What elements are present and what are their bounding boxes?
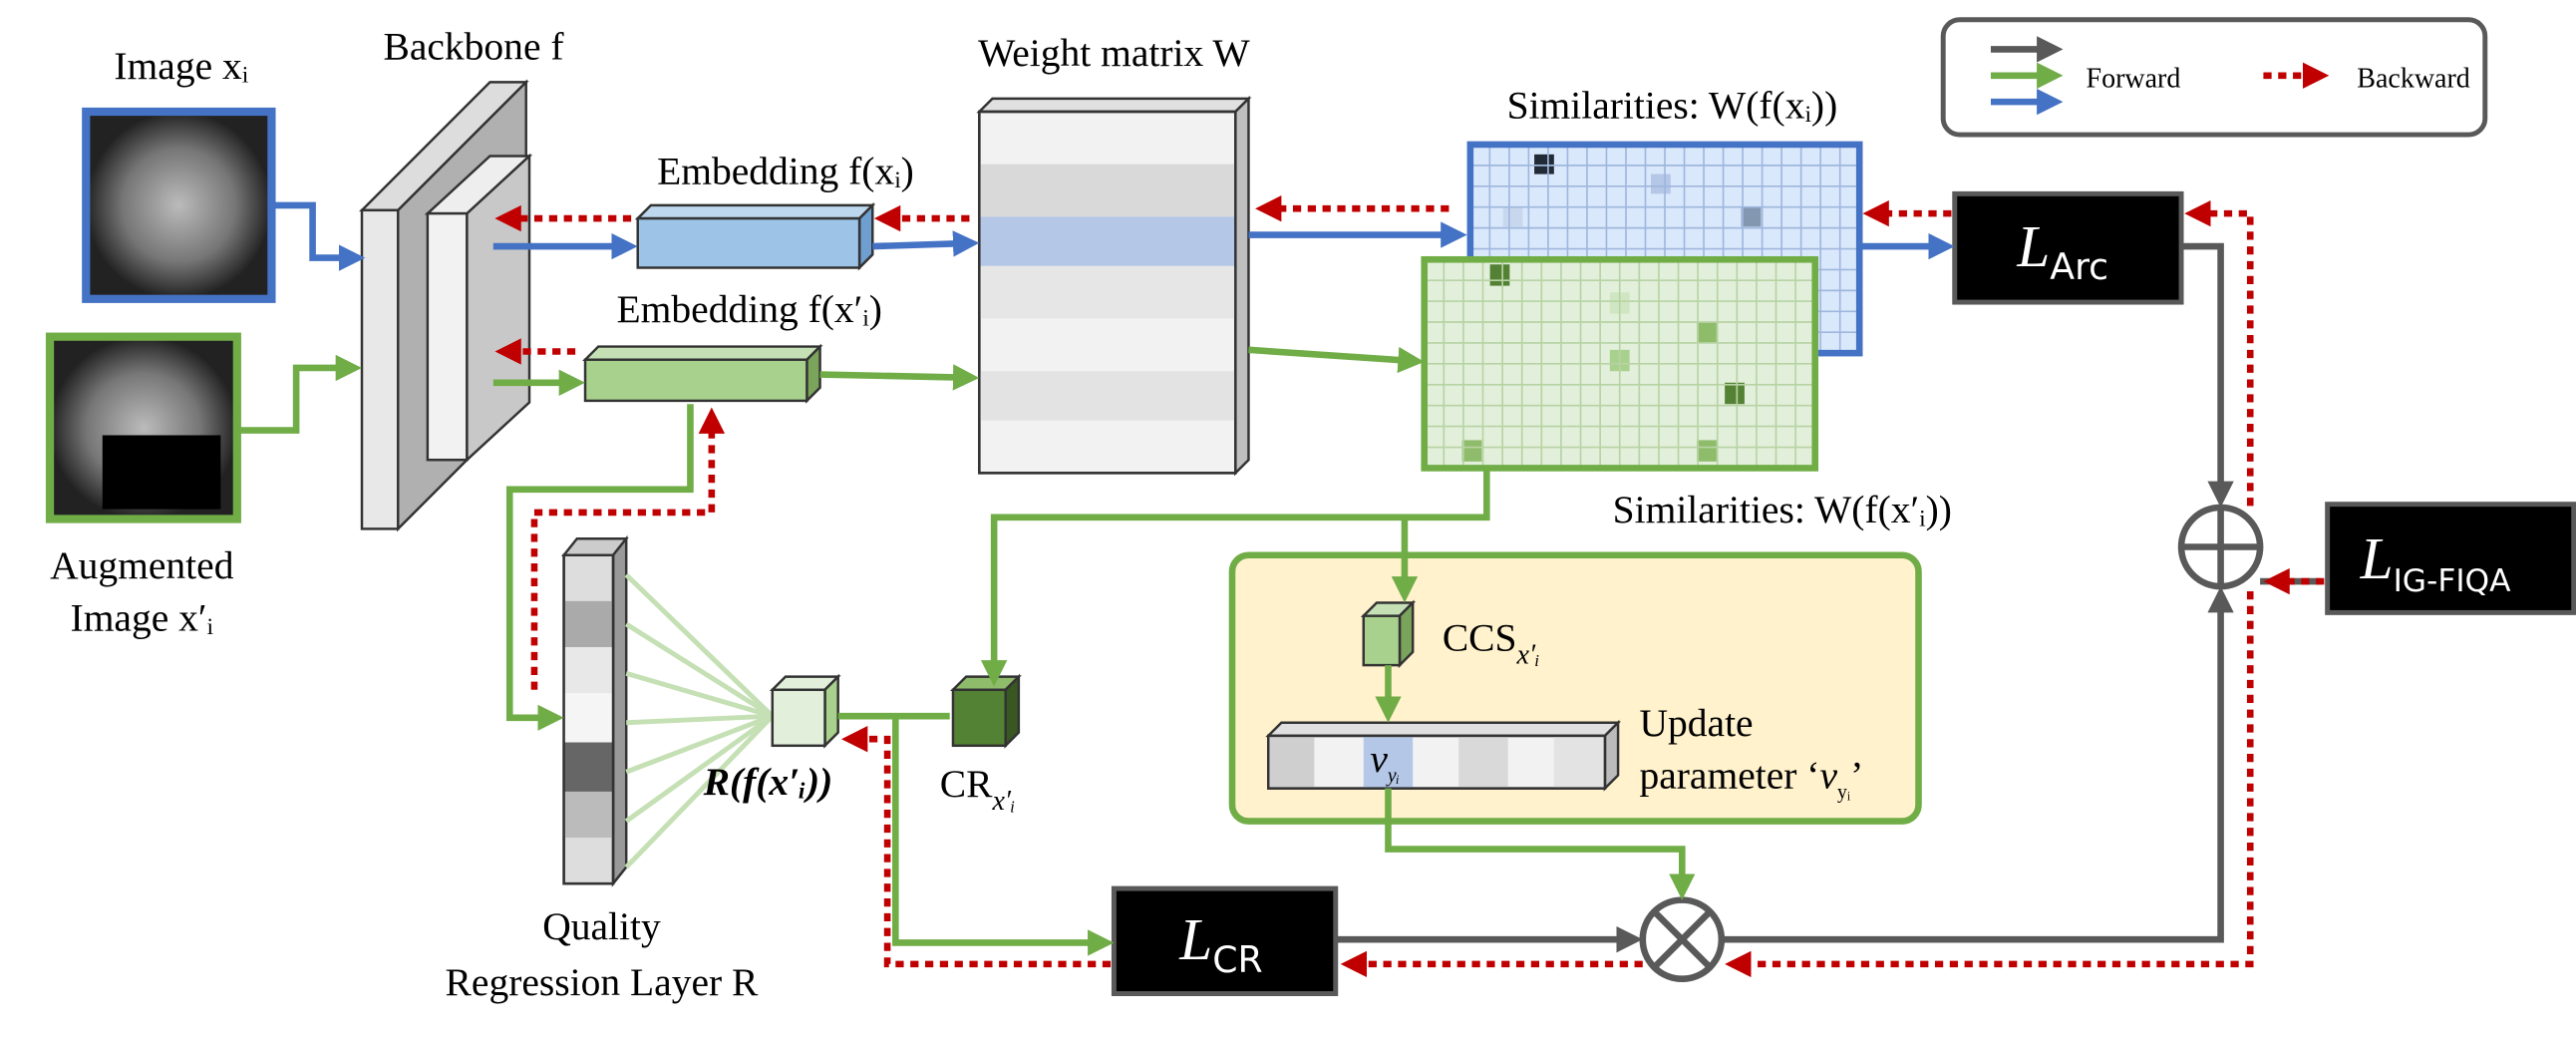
loss-sub: Arc <box>2050 245 2108 288</box>
ccs-cube <box>1360 599 1417 669</box>
sum-operator <box>2177 504 2264 590</box>
loss-label: LCR <box>1178 906 1262 981</box>
cr-sub: x′ᵢ <box>992 786 1016 817</box>
regression-cube <box>769 673 841 749</box>
loss-box <box>1111 885 1339 996</box>
parameter-vector <box>1265 719 1622 792</box>
backward-arrows <box>494 195 2325 978</box>
cr-label: CRx′ᵢ <box>940 762 1016 817</box>
similarity-grid <box>1421 255 1819 472</box>
weight-matrix <box>976 95 1252 477</box>
vector-sub: yᵢ <box>1386 765 1400 787</box>
update-label: parameter ‘vyᵢ’ <box>1639 754 1863 804</box>
input-label: Augmented <box>50 543 234 587</box>
legend-label: Forward <box>2087 63 2181 94</box>
quality-layer <box>561 534 629 887</box>
embedding-label: Embedding f(x′ᵢ) <box>617 287 882 331</box>
occlusion <box>102 435 221 510</box>
input-label: Image xᵢ <box>114 44 248 88</box>
update-text: parameter ‘ <box>1639 754 1819 798</box>
vector-label: vyᵢ <box>1370 737 1399 787</box>
loss-box <box>2325 502 2576 615</box>
loss-main: L <box>2360 525 2394 591</box>
ccs-label: CCSx′ᵢ <box>1443 615 1540 670</box>
similarity-label: Similarities: W(f(x′ᵢ)) <box>1613 488 1952 531</box>
backbone-label: Backbone f <box>383 24 564 68</box>
update-var: v <box>1819 754 1837 798</box>
similarity-label: Similarities: W(f(xᵢ)) <box>1507 84 1838 128</box>
ccs-sub: x′ᵢ <box>1516 639 1540 670</box>
quality-label: Quality <box>542 904 661 948</box>
cr-cube <box>949 673 1022 749</box>
quality-label: Regression Layer R <box>446 960 759 1004</box>
update-text: ’ <box>1850 754 1863 798</box>
regression-fan <box>624 572 775 869</box>
product-operator <box>1639 896 1726 982</box>
face-image <box>82 107 276 303</box>
embedding-2 <box>582 343 823 404</box>
loss-label: LIG-FIQA <box>2360 525 2512 599</box>
legend-label: Backward <box>2357 63 2470 94</box>
loss-main: L <box>1178 906 1212 972</box>
vector-var: v <box>1370 737 1388 781</box>
forward-arrows <box>236 201 2322 956</box>
backbone <box>359 79 533 532</box>
update-label: Update <box>1639 701 1753 745</box>
weight-label: Weight matrix W <box>978 31 1250 75</box>
input-label: Image x′ᵢ <box>71 596 214 640</box>
loss-main: L <box>2016 213 2050 279</box>
ccs-main: CCS <box>1443 615 1517 659</box>
embedding-1 <box>634 201 876 271</box>
cr-main: CR <box>940 762 993 806</box>
update-sub: yᵢ <box>1837 782 1851 804</box>
loss-label: LArc <box>2016 213 2108 288</box>
loss-sub: IG-FIQA <box>2394 563 2512 599</box>
regression-label: R(f(x′ᵢ)) <box>703 760 833 804</box>
grid-border <box>1421 255 1819 472</box>
loss-sub: CR <box>1212 938 1262 981</box>
legend-box <box>1940 17 2488 138</box>
embedding-label: Embedding f(xᵢ) <box>657 149 914 192</box>
